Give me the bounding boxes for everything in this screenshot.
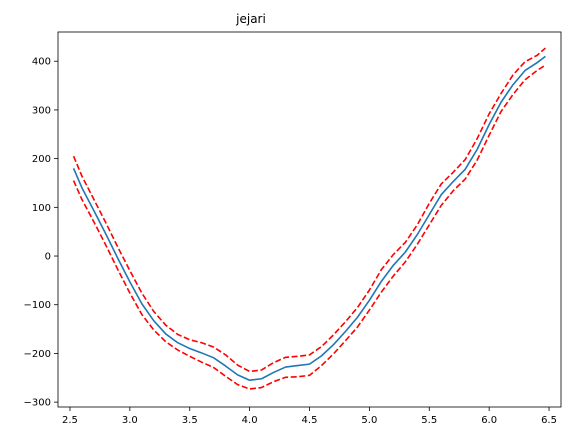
y-tick-label: −200 — [24, 349, 51, 360]
x-tick-label: 4.0 — [242, 415, 258, 426]
y-tick-label: −300 — [24, 398, 51, 409]
y-tick-label: 300 — [32, 105, 51, 116]
x-tick-label: 5.5 — [421, 415, 437, 426]
y-tick-label: 100 — [32, 203, 51, 214]
plot-area — [58, 32, 444, 407]
y-tick-label: 0 — [45, 252, 51, 263]
y-tick-label: 400 — [32, 57, 51, 68]
x-tick-label: 5.0 — [361, 415, 377, 426]
y-tick-label: −100 — [24, 300, 51, 311]
x-tick-label: 3.0 — [122, 415, 138, 426]
x-tick-label: 2.5 — [62, 415, 78, 426]
x-tick-label: 6.5 — [541, 415, 557, 426]
chart-title: jejari — [235, 12, 266, 26]
y-tick-label: 200 — [32, 154, 51, 165]
x-tick-label: 4.5 — [302, 415, 318, 426]
x-tick-label: 3.5 — [182, 415, 198, 426]
x-tick-label: 6.0 — [481, 415, 497, 426]
